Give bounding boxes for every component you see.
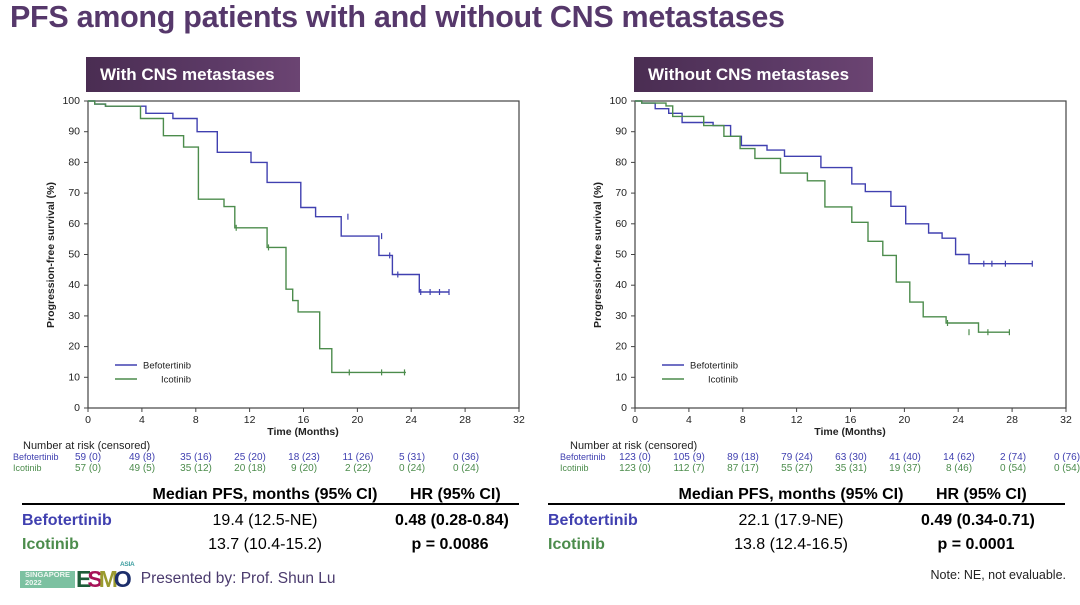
svg-text:10: 10: [68, 371, 80, 383]
svg-text:8: 8: [740, 414, 746, 426]
svg-text:10: 10: [615, 371, 627, 383]
svg-text:Time (Months): Time (Months): [814, 426, 886, 438]
svg-text:20: 20: [899, 414, 911, 426]
svg-text:Icotinib: Icotinib: [161, 375, 191, 386]
svg-text:24: 24: [952, 414, 964, 426]
svg-text:20: 20: [615, 341, 627, 353]
svg-text:12: 12: [244, 414, 256, 426]
svg-text:20: 20: [352, 414, 364, 426]
svg-text:80: 80: [615, 156, 627, 168]
svg-text:0: 0: [621, 402, 627, 414]
svg-text:0: 0: [632, 414, 638, 426]
svg-text:Icotinib: Icotinib: [708, 375, 738, 386]
svg-text:30: 30: [68, 310, 80, 322]
svg-text:16: 16: [298, 414, 310, 426]
svg-text:40: 40: [615, 279, 627, 291]
svg-text:100: 100: [62, 95, 80, 107]
svg-text:70: 70: [615, 187, 627, 199]
svg-text:16: 16: [845, 414, 857, 426]
svg-text:32: 32: [1060, 414, 1072, 426]
svg-text:Time (Months): Time (Months): [267, 426, 339, 438]
svg-text:40: 40: [68, 279, 80, 291]
svg-text:Befotertinib: Befotertinib: [690, 361, 738, 372]
svg-text:90: 90: [615, 126, 627, 138]
svg-text:60: 60: [68, 218, 80, 230]
svg-text:4: 4: [139, 414, 145, 426]
svg-text:28: 28: [459, 414, 471, 426]
svg-text:Progression-free survival (%): Progression-free survival (%): [592, 182, 604, 328]
svg-text:0: 0: [85, 414, 91, 426]
svg-text:28: 28: [1006, 414, 1018, 426]
svg-text:20: 20: [68, 341, 80, 353]
svg-text:24: 24: [405, 414, 417, 426]
svg-text:Progression-free survival (%): Progression-free survival (%): [45, 182, 57, 328]
svg-text:70: 70: [68, 187, 80, 199]
svg-text:Befotertinib: Befotertinib: [143, 361, 191, 372]
svg-text:90: 90: [68, 126, 80, 138]
svg-text:50: 50: [68, 249, 80, 261]
svg-text:60: 60: [615, 218, 627, 230]
svg-text:8: 8: [193, 414, 199, 426]
svg-text:0: 0: [74, 402, 80, 414]
svg-text:4: 4: [686, 414, 692, 426]
svg-text:80: 80: [68, 156, 80, 168]
svg-text:100: 100: [609, 95, 627, 107]
svg-text:50: 50: [615, 249, 627, 261]
svg-text:32: 32: [513, 414, 525, 426]
svg-text:30: 30: [615, 310, 627, 322]
svg-text:12: 12: [791, 414, 803, 426]
